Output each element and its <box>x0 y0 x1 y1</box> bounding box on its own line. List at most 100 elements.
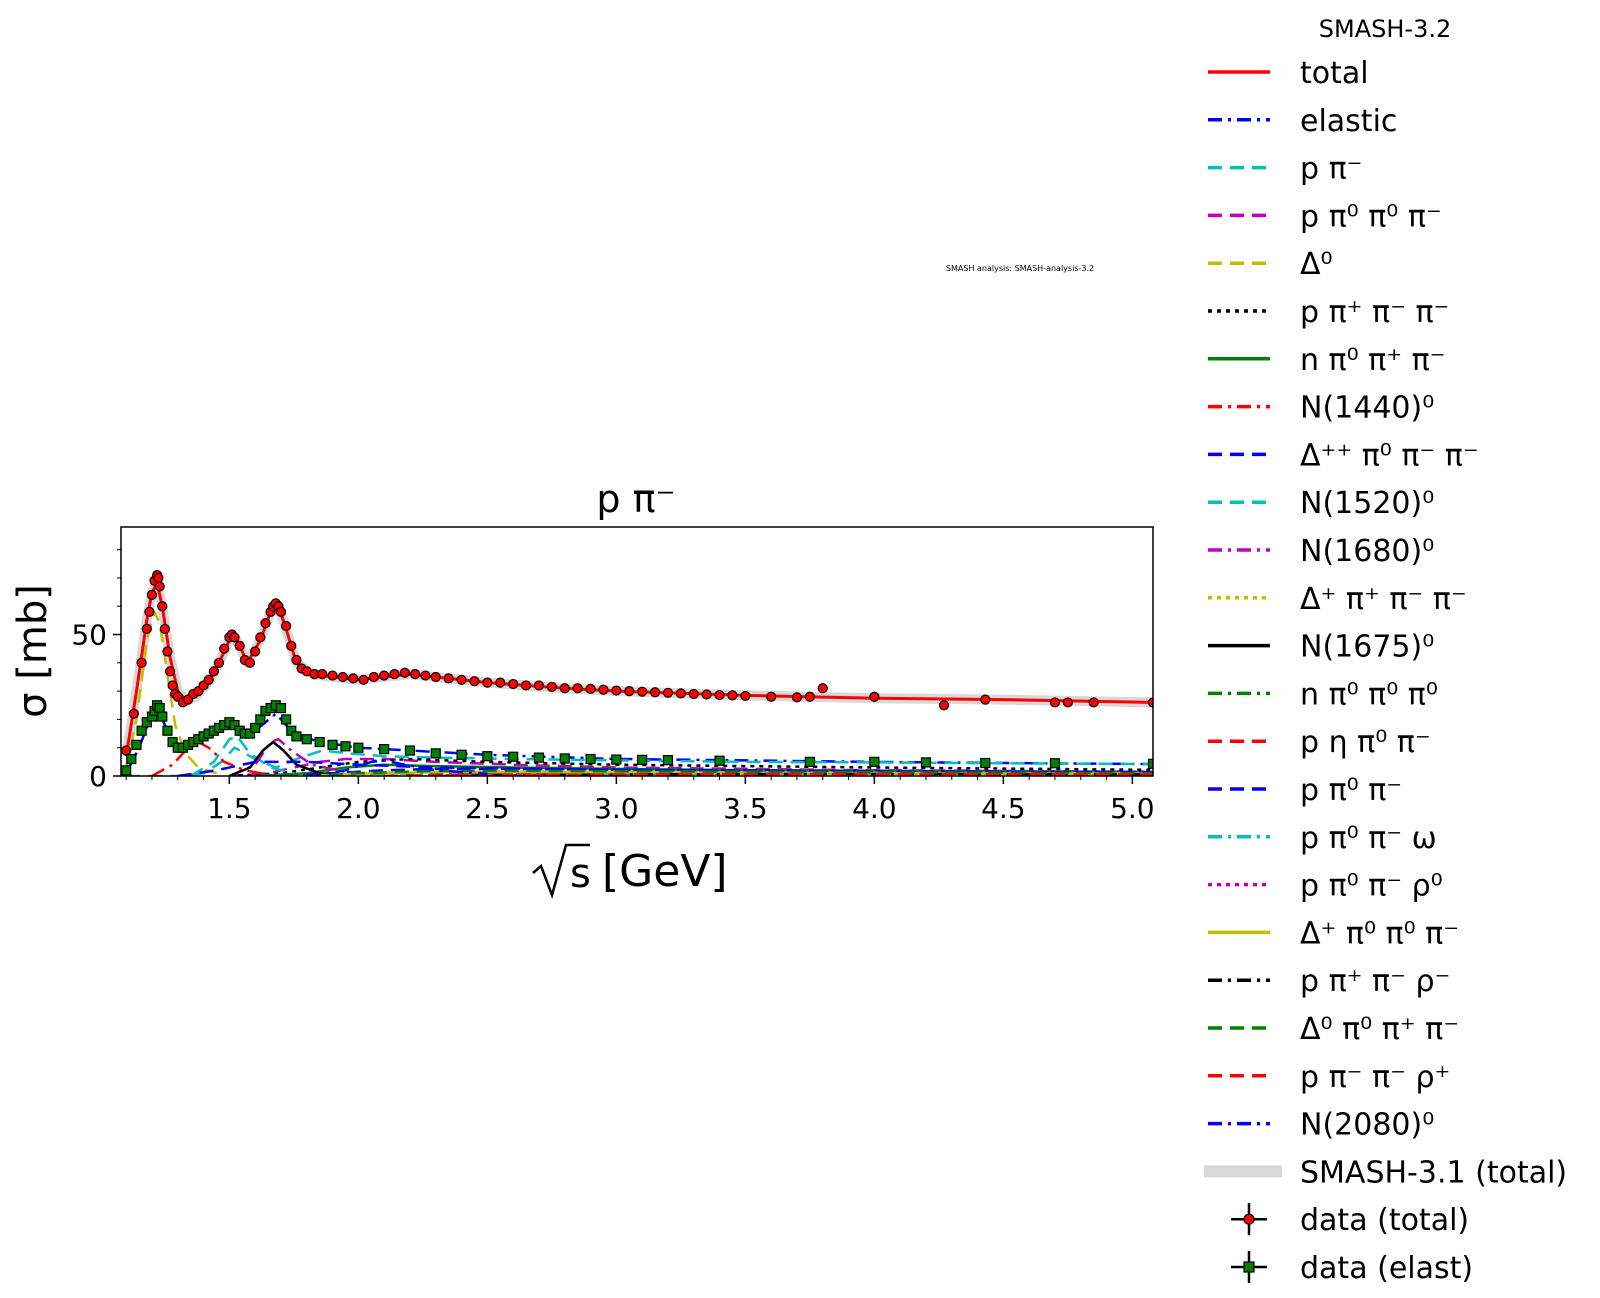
legend-item-p: p π⁰ π⁻ ρ⁰ <box>1208 869 1443 904</box>
legend-label: Δ⁺⁺ π⁰ π⁻ π⁻ <box>1300 438 1479 473</box>
legend-label: n π⁰ π⁰ π⁰ <box>1300 677 1438 712</box>
data-point-elast <box>508 751 519 762</box>
y-axis: 0 50 <box>71 549 121 793</box>
data-point-total <box>286 640 297 651</box>
legend-label: p π⁰ π⁻ <box>1300 773 1402 808</box>
y-tick-label: 0 <box>89 760 107 793</box>
data-point-total <box>410 669 421 680</box>
data-point-elast <box>121 765 132 776</box>
data-points-layer <box>121 570 1153 776</box>
data-point-total <box>203 674 214 685</box>
data-point-elast <box>869 756 880 767</box>
legend-label: p π⁺ π⁻ ρ⁻ <box>1300 964 1450 999</box>
data-point-total <box>482 677 493 688</box>
data-point-total <box>740 690 751 702</box>
data-point-total <box>337 671 348 683</box>
legend-label: n π⁰ π⁺ π⁻ <box>1300 343 1446 378</box>
data-point-total <box>146 589 158 601</box>
data-point-elast <box>353 742 364 753</box>
data-point-elast <box>559 753 570 764</box>
legend-label: Δ⁰ <box>1300 247 1333 282</box>
series-line-series <box>306 769 1153 776</box>
series-line-n-1520 <box>190 735 295 776</box>
data-point-total <box>291 654 302 666</box>
data-point-total <box>675 688 686 699</box>
legend-label: Δ⁺ π⁰ π⁰ π⁻ <box>1300 916 1459 951</box>
data-point-total <box>469 676 480 687</box>
legend-marker <box>1243 1261 1255 1273</box>
legend-item-p: p π⁺ π⁻ π⁻ <box>1208 295 1449 330</box>
data-point-elast <box>244 728 256 739</box>
data-point-total <box>250 646 261 657</box>
series-line-series <box>124 610 217 775</box>
data-point-total <box>234 640 245 651</box>
data-point-total <box>281 620 292 632</box>
legend-label: N(2080)⁰ <box>1300 1108 1434 1143</box>
legend-item-p: p π⁺ π⁻ ρ⁻ <box>1208 964 1450 999</box>
data-point-total <box>1147 697 1153 708</box>
data-point-total <box>585 683 596 694</box>
x-tick-label: 4.5 <box>981 792 1026 825</box>
legend-item-p: p π⁻ <box>1208 152 1362 187</box>
data-point-total <box>208 666 219 677</box>
legend-item-n-2080: N(2080)⁰ <box>1208 1108 1434 1143</box>
legend-item-n: n π⁰ π⁺ π⁻ <box>1208 343 1446 378</box>
data-point-total <box>701 689 712 700</box>
legend-item-series: Δ⁺⁺ π⁰ π⁻ π⁻ <box>1208 438 1479 473</box>
data-point-elast <box>250 722 261 733</box>
data-point-elast <box>1147 758 1153 769</box>
legend-item-n-1680: N(1680)⁰ <box>1208 534 1434 569</box>
legend-label: data (total) <box>1300 1203 1469 1238</box>
data-point-total <box>611 685 622 696</box>
data-point-elast <box>920 757 932 768</box>
data-point-total <box>317 669 328 680</box>
legend-label: N(1520)⁰ <box>1300 486 1434 521</box>
legend-item-p: p π⁻ π⁻ ρ⁺ <box>1208 1060 1450 1095</box>
data-point-elast <box>281 714 292 725</box>
data-point-total <box>379 670 390 681</box>
legend-title: SMASH-3.2 <box>1319 15 1451 43</box>
y-axis-label: σ [mb] <box>10 584 56 718</box>
data-point-elast <box>804 756 815 767</box>
data-point-total <box>164 666 176 677</box>
data-point-elast <box>662 755 674 766</box>
legend-item-n-1675: N(1675)⁰ <box>1208 630 1434 665</box>
data-point-elast <box>301 734 312 745</box>
data-point-total <box>348 673 359 684</box>
data-point-total <box>136 657 147 668</box>
legend-label: p η π⁰ π⁻ <box>1300 725 1431 760</box>
data-point-total <box>1062 697 1073 708</box>
data-point-elast <box>379 744 390 755</box>
data-point-total <box>869 691 880 702</box>
legend-item-p: p π⁰ π⁰ π⁻ <box>1208 199 1442 234</box>
x-tick-label: 1.5 <box>207 792 252 825</box>
data-point-total <box>546 681 557 692</box>
legend-marker <box>1243 1213 1255 1225</box>
data-point-elast <box>980 757 991 769</box>
data-point-total <box>456 674 467 685</box>
data-point-total <box>598 684 609 695</box>
data-point-total <box>219 643 230 654</box>
data-point-total <box>817 683 828 694</box>
legend-item-elastic: elastic <box>1208 104 1397 139</box>
data-point-total <box>559 683 570 694</box>
data-point-elast <box>327 739 338 750</box>
series-line-p <box>126 746 1153 776</box>
data-point-total <box>141 623 152 634</box>
legend-item-p: p η π⁰ π⁻ <box>1208 725 1431 760</box>
data-point-total <box>649 687 661 698</box>
watermark: SMASH analysis: SMASH-analysis-3.2 <box>946 264 1094 273</box>
data-point-total <box>128 708 139 719</box>
data-point-total <box>162 646 173 657</box>
legend-item-series: Δ⁺ π⁺ π⁻ π⁻ <box>1208 582 1467 617</box>
legend-item-p: p π⁰ π⁻ ω <box>1208 821 1437 856</box>
data-point-total <box>255 632 266 643</box>
data-point-total <box>520 680 532 691</box>
data-point-total <box>637 686 648 697</box>
data-point-total <box>766 691 777 702</box>
data-point-elast <box>291 731 302 742</box>
data-point-total <box>688 688 699 700</box>
data-point-elast <box>533 752 545 763</box>
data-point-elast <box>430 748 441 759</box>
